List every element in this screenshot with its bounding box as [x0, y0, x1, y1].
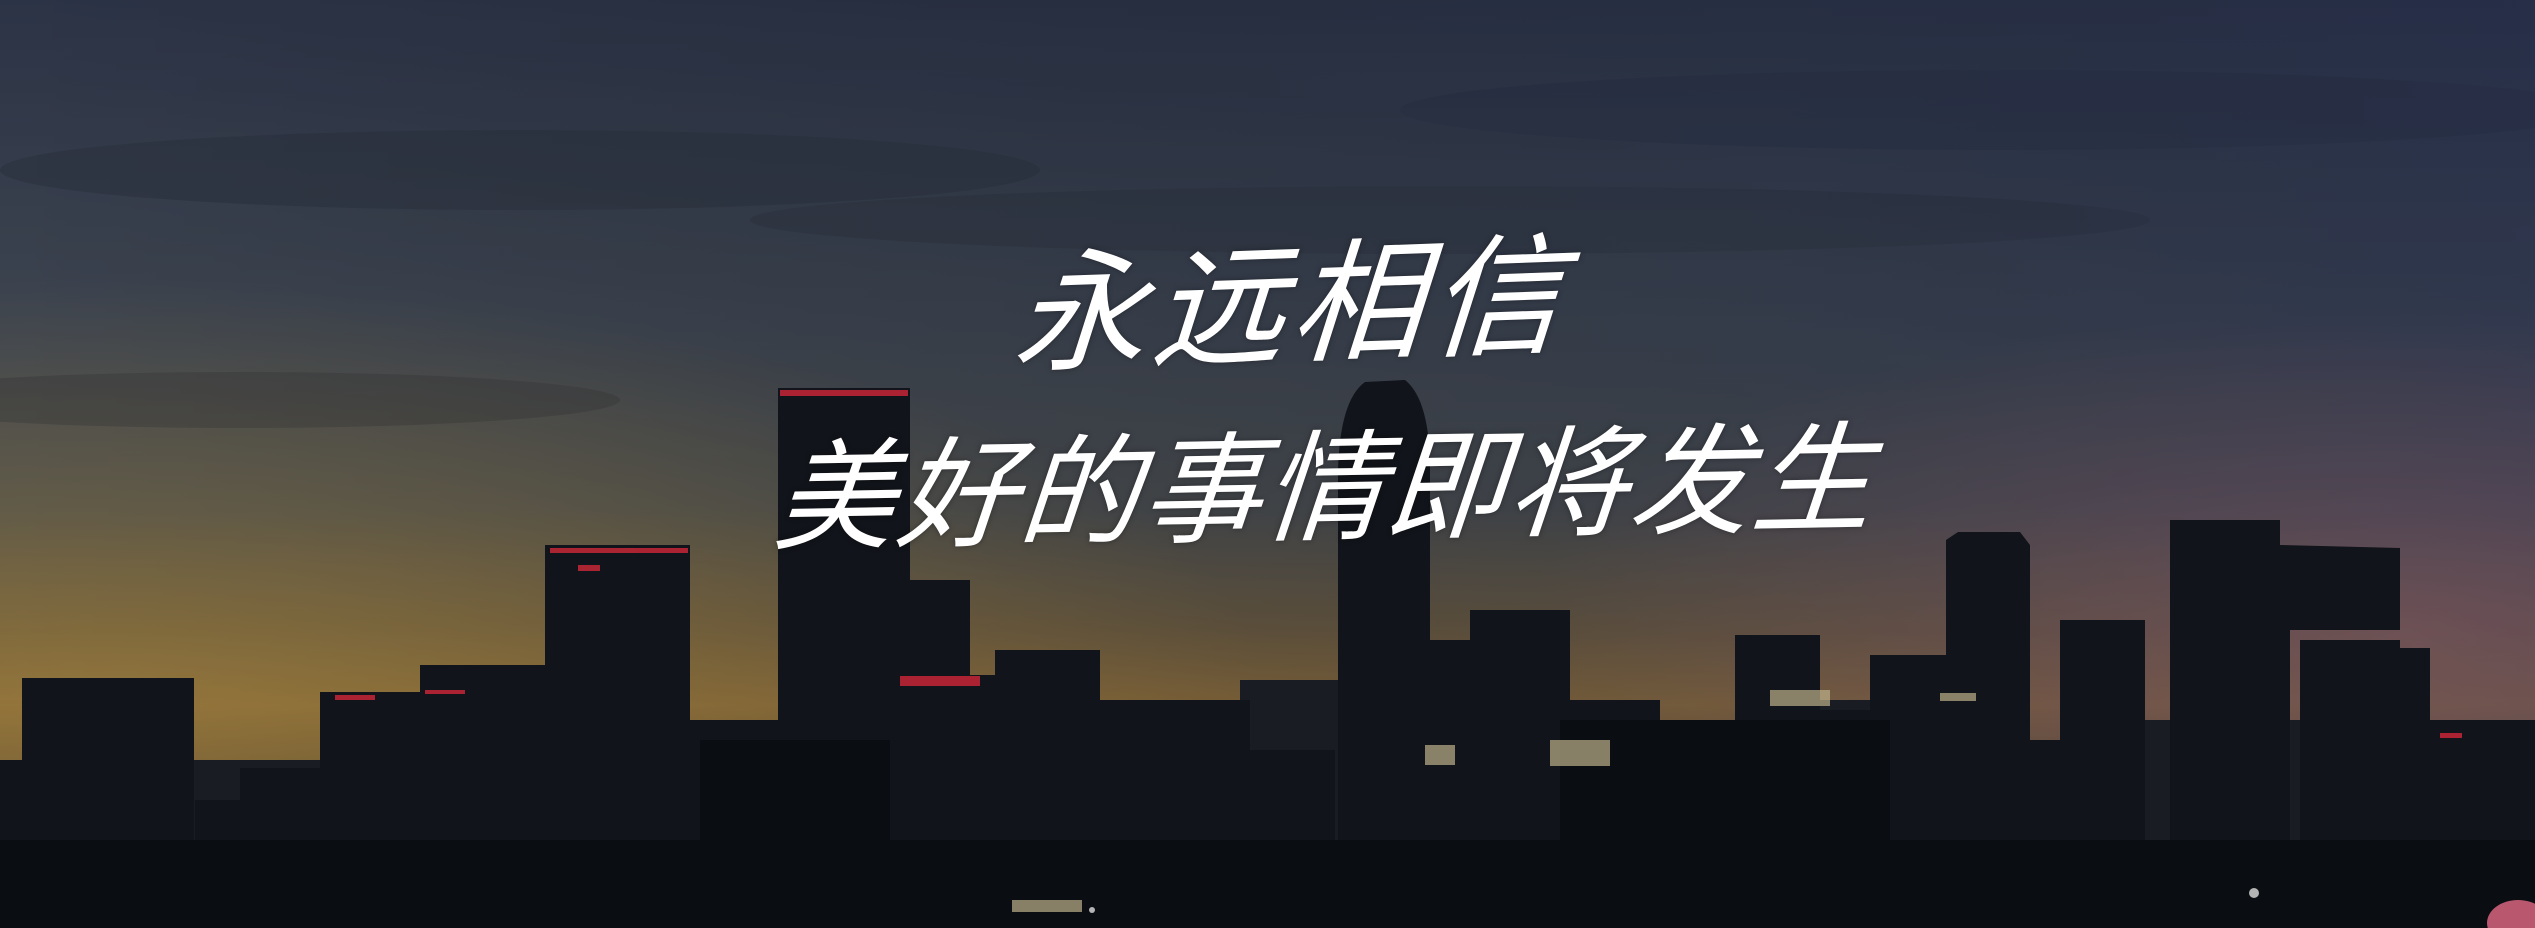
skyline-silhouette: [0, 0, 2535, 928]
city-skyline-banner: 永远相信 美好的事情即将发生: [0, 0, 2535, 928]
